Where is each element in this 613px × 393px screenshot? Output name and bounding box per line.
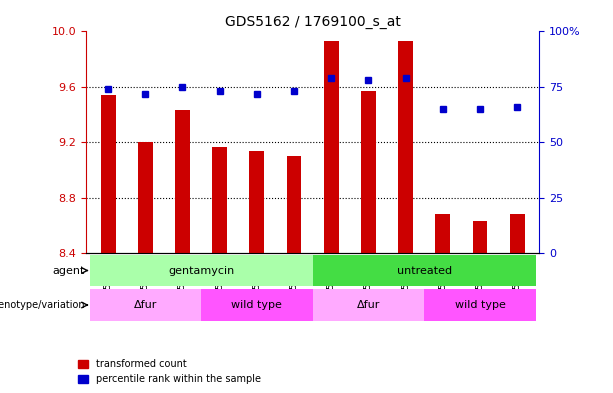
Bar — [435, 215, 450, 253]
Bar — [473, 221, 487, 253]
Bar — [509, 215, 525, 253]
Legend: transformed count, percentile rank within the sample: transformed count, percentile rank withi… — [78, 359, 261, 384]
Text: untreated: untreated — [397, 266, 452, 275]
FancyBboxPatch shape — [201, 290, 313, 321]
FancyBboxPatch shape — [424, 290, 536, 321]
Text: wild type: wild type — [454, 300, 505, 310]
FancyBboxPatch shape — [313, 255, 536, 286]
FancyBboxPatch shape — [89, 290, 201, 321]
Bar — [212, 147, 227, 253]
Bar — [138, 142, 153, 253]
Text: gentamycin: gentamycin — [168, 266, 234, 275]
Bar — [361, 91, 376, 253]
Text: wild type: wild type — [232, 300, 283, 310]
FancyBboxPatch shape — [313, 290, 424, 321]
Text: genotype/variation: genotype/variation — [0, 300, 85, 310]
FancyBboxPatch shape — [89, 255, 313, 286]
Title: GDS5162 / 1769100_s_at: GDS5162 / 1769100_s_at — [225, 15, 400, 29]
Bar — [249, 151, 264, 253]
Text: Δfur: Δfur — [134, 300, 157, 310]
Text: Δfur: Δfur — [357, 300, 380, 310]
Bar — [398, 41, 413, 253]
Bar — [175, 110, 190, 253]
Bar — [101, 95, 116, 253]
Bar — [287, 156, 302, 253]
Bar — [324, 41, 338, 253]
Text: agent: agent — [53, 266, 85, 275]
